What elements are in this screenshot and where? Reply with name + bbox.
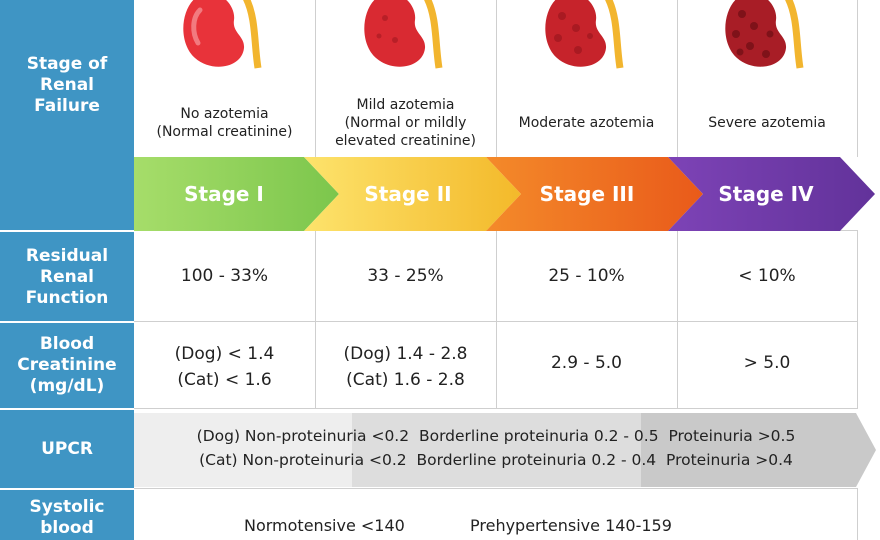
column-divider — [857, 488, 858, 540]
stage-description: No azotemia (Normal creatinine) — [156, 106, 293, 140]
row-divider — [134, 321, 858, 322]
column-divider — [857, 0, 858, 157]
upcr-dog-ranges: (Dog) Non-proteinuria <0.2 Borderline pr… — [196, 427, 796, 445]
stage-description: Moderate azotemia — [518, 115, 655, 131]
creatinine-value: 2.9 - 5.0 — [550, 353, 622, 373]
row-divider — [134, 408, 858, 409]
stage-2-arrow — [304, 157, 521, 231]
row-label-stage: Stage of Renal Failure — [26, 54, 108, 116]
kidney-icon — [364, 0, 443, 69]
bp-prehypertensive: Prehypertensive 140-159 — [470, 516, 672, 535]
column-divider — [496, 0, 497, 157]
residual-function-value: 100 - 33% — [180, 266, 269, 286]
row-label-blood-creatinine: Blood Creatinine (mg/dL) — [17, 334, 117, 396]
row-header-column — [0, 0, 134, 540]
row-label-residual-function: Residual Renal Function — [25, 246, 109, 308]
kidney-icon — [725, 0, 804, 69]
stage-label: Stage II — [364, 182, 452, 206]
creatinine-value: (Dog) < 1.4 (Cat) < 1.6 — [174, 344, 275, 390]
stage-3-arrow — [486, 157, 703, 231]
row-divider — [134, 488, 858, 489]
column-divider — [857, 230, 858, 408]
stage-label: Stage I — [184, 182, 264, 206]
column-divider — [677, 230, 678, 408]
stage-4-arrow — [668, 157, 875, 231]
creatinine-value: > 5.0 — [743, 353, 791, 373]
row-label-upcr: UPCR — [41, 439, 93, 459]
bp-normotensive: Normotensive <140 — [244, 516, 405, 535]
column-divider — [315, 0, 316, 157]
kidney-icon — [545, 0, 624, 69]
column-divider — [677, 0, 678, 157]
sidebar-divider — [0, 321, 134, 323]
sidebar-divider — [0, 488, 134, 490]
stage-label: Stage III — [539, 182, 635, 206]
residual-function-value: < 10% — [738, 266, 796, 286]
stage-1-arrow — [134, 157, 339, 231]
stage-description: Severe azotemia — [708, 115, 826, 131]
column-divider — [496, 230, 497, 408]
column-divider — [315, 230, 316, 408]
kidney-icon — [183, 0, 262, 69]
stage-label: Stage IV — [718, 182, 814, 206]
residual-function-value: 25 - 10% — [548, 266, 625, 286]
stage-description: Mild azotemia (Normal or mildly elevated… — [335, 97, 476, 149]
creatinine-value: (Dog) 1.4 - 2.8 (Cat) 1.6 - 2.8 — [343, 344, 468, 390]
residual-function-value: 33 - 25% — [367, 266, 444, 286]
upcr-arrow — [134, 413, 876, 487]
sidebar-divider — [0, 408, 134, 410]
sidebar-divider — [0, 230, 134, 232]
row-label-systolic-blood: Systolic blood — [29, 497, 105, 538]
stage-arrow-band — [134, 157, 875, 231]
upcr-cat-ranges: (Cat) Non-proteinuria <0.2 Borderline pr… — [199, 451, 793, 469]
